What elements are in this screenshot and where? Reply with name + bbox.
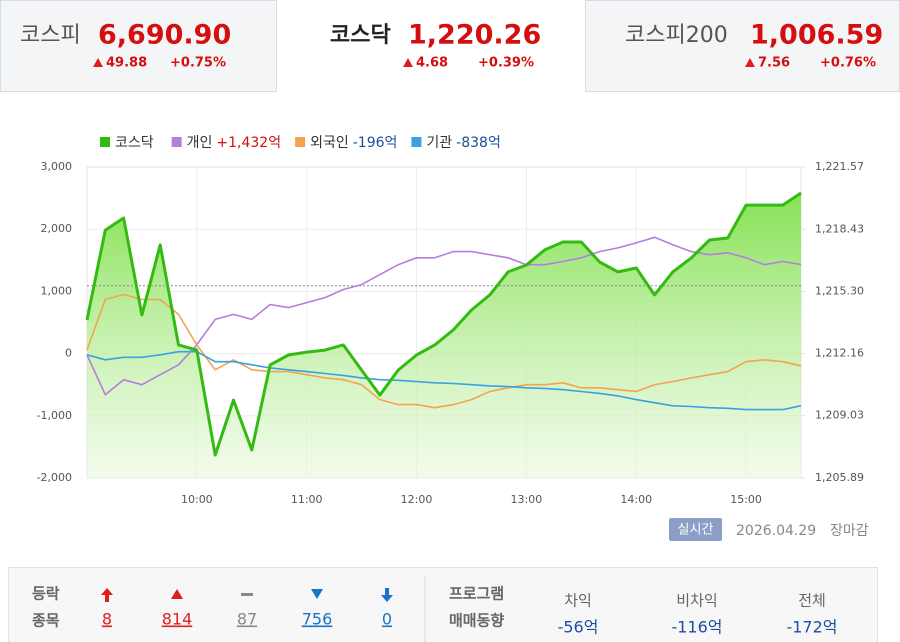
index-name: 코스피200 <box>625 23 728 48</box>
tab-active[interactable] <box>277 0 585 92</box>
breadth-label: 등락 <box>32 585 60 603</box>
program-value: -172억 <box>786 618 837 637</box>
breadth-count[interactable]: 756 <box>302 610 333 629</box>
tab[interactable] <box>585 0 900 92</box>
index-change: 49.88 <box>106 56 147 71</box>
legend-value: +1,432억 <box>216 135 281 151</box>
legend-name[interactable]: 기관 <box>426 135 452 151</box>
index-rate: +0.75% <box>170 56 226 71</box>
series-line <box>85 191 802 457</box>
y2-tick-label: 1,205.89 <box>815 471 864 484</box>
index-name: 코스피 <box>20 23 81 48</box>
breadth-icons <box>101 588 393 602</box>
breadth-count[interactable]: 87 <box>237 610 257 629</box>
y-tick-label: 1,000 <box>41 284 73 297</box>
y-tick-label: -1,000 <box>37 409 72 422</box>
y-tick-label: -2,000 <box>37 471 72 484</box>
x-tick-label: 14:00 <box>620 493 652 506</box>
legend-name[interactable]: 외국인 <box>310 135 349 151</box>
tab[interactable] <box>0 0 277 92</box>
realtime-badge <box>669 518 722 541</box>
legend-swatch <box>295 137 306 147</box>
series-line <box>86 236 802 396</box>
x-tick-label: 13:00 <box>511 493 543 506</box>
program-label: 매매동향 <box>449 612 504 630</box>
up-icon <box>403 58 413 67</box>
program-value: -56억 <box>558 618 599 637</box>
x-tick-label: 11:00 <box>291 493 323 506</box>
legend-value: -196억 <box>353 135 398 151</box>
y2-tick-label: 1,215.30 <box>815 284 864 297</box>
legend-value: -838억 <box>456 135 501 151</box>
y-tick-label: 2,000 <box>41 222 73 235</box>
program-label: 프로그램 <box>449 585 504 603</box>
index-change: 7.56 <box>758 56 790 71</box>
program-name: 비차익 <box>676 592 717 610</box>
index-value: 1,006.59 <box>750 20 883 51</box>
index-rate: +0.76% <box>820 56 876 71</box>
index-rate: +0.39% <box>478 56 534 71</box>
y2-tick-label: 1,221.57 <box>815 160 864 173</box>
breadth-count[interactable]: 8 <box>102 610 112 629</box>
index-value: 1,220.26 <box>408 20 541 51</box>
x-tick-label: 15:00 <box>730 493 762 506</box>
program-name: 전체 <box>798 592 826 610</box>
date: 2026.04.29 <box>736 523 816 539</box>
y2-tick-label: 1,218.43 <box>815 222 864 235</box>
index-value: 6,690.90 <box>98 20 231 51</box>
legend-swatch <box>411 137 422 147</box>
up-icon <box>745 58 755 67</box>
x-tick-label: 10:00 <box>181 493 213 506</box>
footer-box <box>8 567 878 642</box>
program-name: 차익 <box>564 592 592 610</box>
market-state: 장마감 <box>830 523 869 539</box>
breadth-label: 종목 <box>32 612 60 630</box>
index-change: 4.68 <box>416 56 448 71</box>
program-value: -116억 <box>671 618 722 637</box>
series-line <box>86 350 802 411</box>
y2-tick-label: 1,209.03 <box>815 409 864 422</box>
legend-swatch <box>171 137 182 147</box>
legend-name[interactable]: 개인 <box>187 135 213 151</box>
badge-text: 실시간 <box>678 523 714 538</box>
legend-swatch <box>100 137 110 147</box>
y2-tick-label: 1,212.16 <box>815 347 864 360</box>
y-tick-label: 3,000 <box>41 160 73 173</box>
breadth-count[interactable]: 0 <box>382 610 392 629</box>
legend-name[interactable]: 코스닥 <box>115 135 154 151</box>
up-icon <box>93 58 103 67</box>
index-name: 코스닥 <box>330 23 391 48</box>
breadth-count[interactable]: 814 <box>162 610 193 629</box>
y-tick-label: 0 <box>65 347 72 360</box>
area <box>87 193 801 478</box>
x-tick-label: 12:00 <box>401 493 433 506</box>
